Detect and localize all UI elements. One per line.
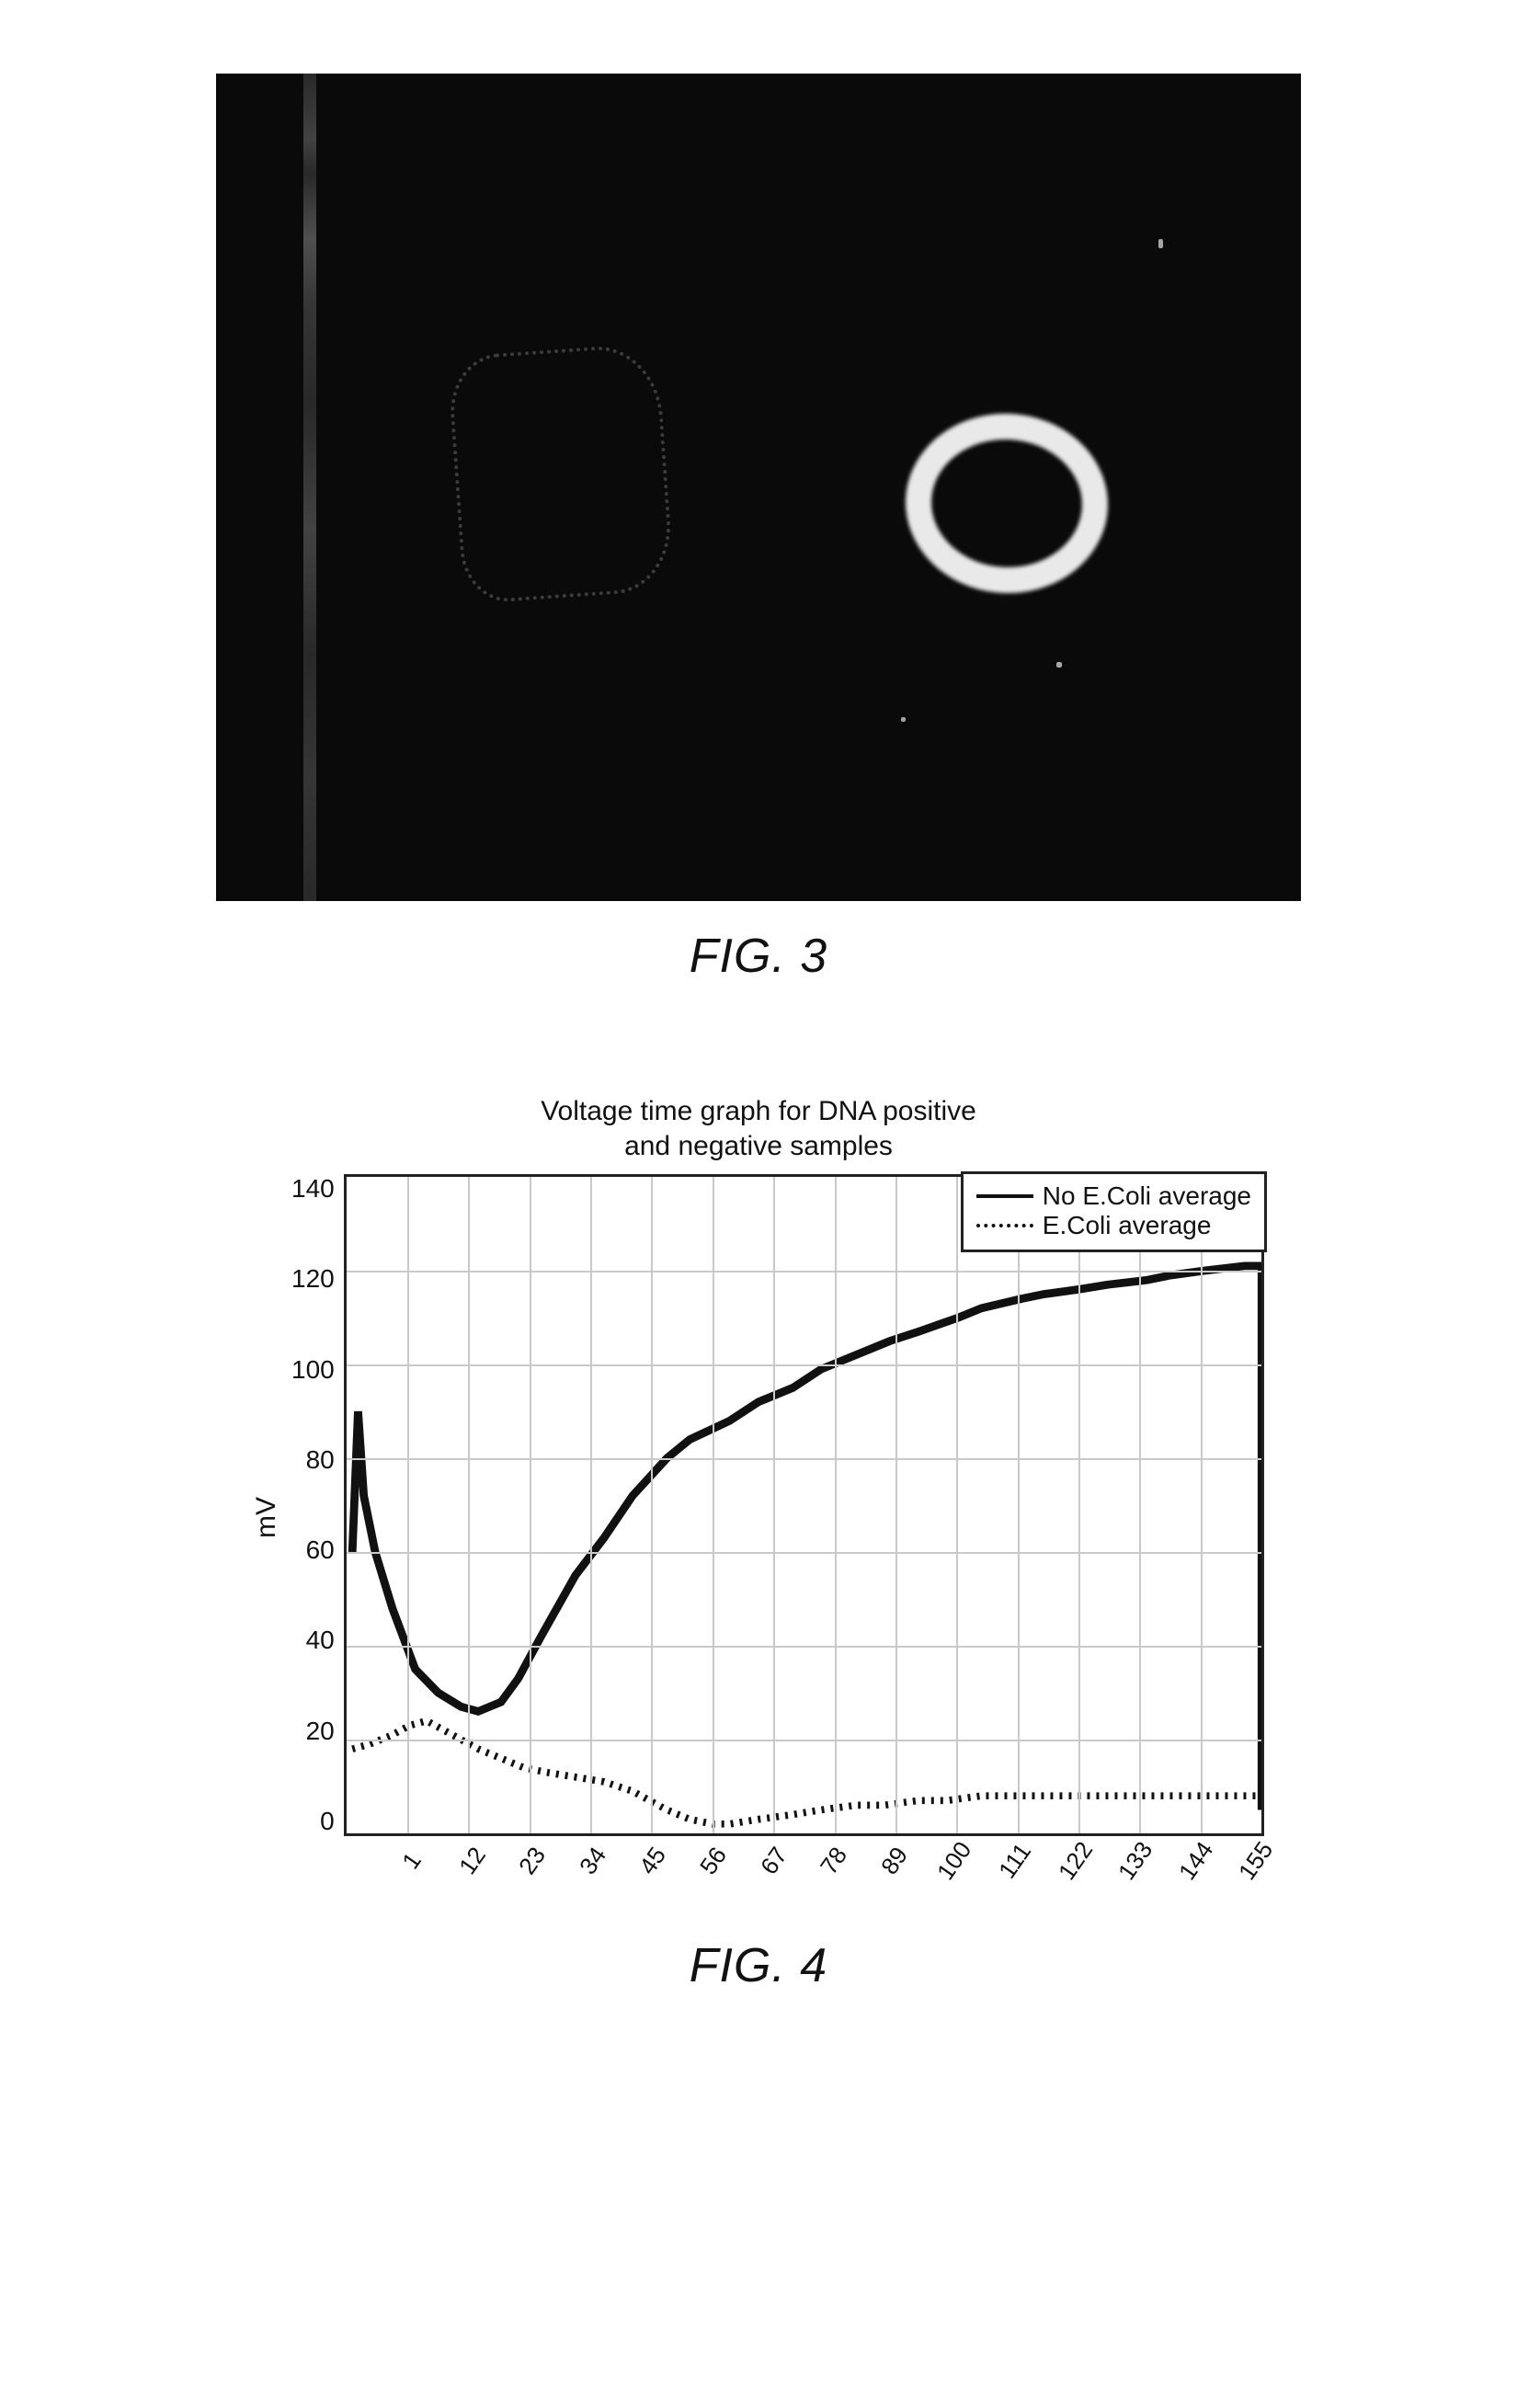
xtick-label: 133: [1107, 1828, 1165, 1894]
fig4-plot-area: No E.Coli average E.Coli average: [344, 1174, 1264, 1836]
gridline-horizontal: [347, 1271, 1261, 1272]
gridline-vertical: [407, 1177, 409, 1833]
gridline-vertical: [1078, 1177, 1080, 1833]
fig4-legend-label-2: E.Coli average: [1043, 1211, 1212, 1240]
gridline-vertical: [590, 1177, 592, 1833]
xtick-label: 144: [1167, 1828, 1225, 1894]
fig4-title-line1: Voltage time graph for DNA positive: [541, 1096, 976, 1126]
fig3-faint-outline: [447, 342, 675, 604]
gridline-vertical: [468, 1177, 470, 1833]
gridline-horizontal: [347, 1552, 1261, 1554]
xtick-label: 23: [504, 1828, 562, 1894]
xtick-label: 111: [986, 1828, 1044, 1894]
fig3-bright-ring: [901, 408, 1112, 598]
xtick-label: 56: [684, 1828, 742, 1894]
ytick-label: 80: [306, 1445, 335, 1475]
fig3-photo: [216, 74, 1301, 901]
xtick-spacer: [291, 1845, 359, 1874]
ytick-label: 100: [291, 1355, 335, 1385]
fig4-series-svg: [347, 1177, 1261, 1833]
figure-4: Voltage time graph for DNA positive and …: [165, 1094, 1352, 1993]
fig4-legend: No E.Coli average E.Coli average: [961, 1171, 1267, 1252]
fig4-plot-column: 140 120 100 80 60 40 20 0 No E.Coli average E.C…: [291, 1174, 1264, 1874]
series-no-ecoli: [352, 1266, 1261, 1810]
fig4-xtick-labels: 11223344556677889100111122133144155: [359, 1845, 1264, 1874]
gridline-vertical: [895, 1177, 897, 1833]
fig4-title-line2: and negative samples: [624, 1131, 893, 1161]
xtick-label: 78: [805, 1828, 863, 1894]
fig3-speck: [901, 717, 906, 722]
xtick-label: 100: [926, 1828, 984, 1894]
fig3-caption: FIG. 3: [165, 929, 1352, 984]
fig3-speck: [1056, 662, 1062, 668]
gridline-vertical: [713, 1177, 714, 1833]
fig4-legend-row-1: No E.Coli average: [976, 1181, 1251, 1211]
ytick-label: 120: [291, 1264, 335, 1294]
gridline-horizontal: [347, 1740, 1261, 1741]
fig4-xticks: 11223344556677889100111122133144155: [291, 1845, 1264, 1874]
gridline-vertical: [1201, 1177, 1203, 1833]
ytick-label: 0: [320, 1807, 335, 1836]
gridline-vertical: [1018, 1177, 1020, 1833]
gridline-vertical: [1139, 1177, 1141, 1833]
ytick-label: 20: [306, 1717, 335, 1746]
ytick-label: 140: [291, 1174, 335, 1204]
fig4-caption: FIG. 4: [165, 1938, 1352, 1993]
fig4-plot-row: 140 120 100 80 60 40 20 0 No E.Coli average E.C…: [291, 1174, 1264, 1836]
xtick-label: 1: [382, 1828, 440, 1894]
ytick-label: 60: [306, 1535, 335, 1565]
solid-line-icon: [976, 1194, 1033, 1198]
gridline-horizontal: [347, 1646, 1261, 1648]
fig4-yticks: 140 120 100 80 60 40 20 0: [291, 1174, 344, 1836]
series-ecoli: [352, 1721, 1261, 1824]
fig4-legend-label-1: No E.Coli average: [1043, 1181, 1251, 1211]
fig4-legend-row-2: E.Coli average: [976, 1211, 1251, 1240]
xtick-label: 34: [564, 1828, 622, 1894]
xtick-label: 122: [1046, 1828, 1104, 1894]
dashed-line-icon: [976, 1224, 1033, 1227]
gridline-vertical: [651, 1177, 653, 1833]
fig4-title: Voltage time graph for DNA positive and …: [253, 1094, 1264, 1163]
gridline-horizontal: [347, 1458, 1261, 1460]
xtick-label: 67: [745, 1828, 803, 1894]
gridline-horizontal: [347, 1364, 1261, 1366]
fig4-ylabel: mV: [251, 1511, 282, 1538]
fig3-vertical-highlight: [303, 74, 316, 901]
fig4-chart-body: mV 140 120 100 80 60 40 20 0 No E.Coli average: [253, 1174, 1264, 1874]
gridline-vertical: [773, 1177, 775, 1833]
fig4-chart: Voltage time graph for DNA positive and …: [253, 1094, 1264, 1874]
xtick-label: 12: [443, 1828, 501, 1894]
xtick-label: 45: [624, 1828, 682, 1894]
ytick-label: 40: [306, 1626, 335, 1655]
fig3-speck: [1158, 239, 1163, 248]
gridline-vertical: [835, 1177, 837, 1833]
figure-3: FIG. 3: [165, 74, 1352, 984]
xtick-label: 155: [1227, 1828, 1285, 1894]
gridline-vertical: [956, 1177, 958, 1833]
xtick-label: 89: [865, 1828, 923, 1894]
gridline-vertical: [530, 1177, 531, 1833]
